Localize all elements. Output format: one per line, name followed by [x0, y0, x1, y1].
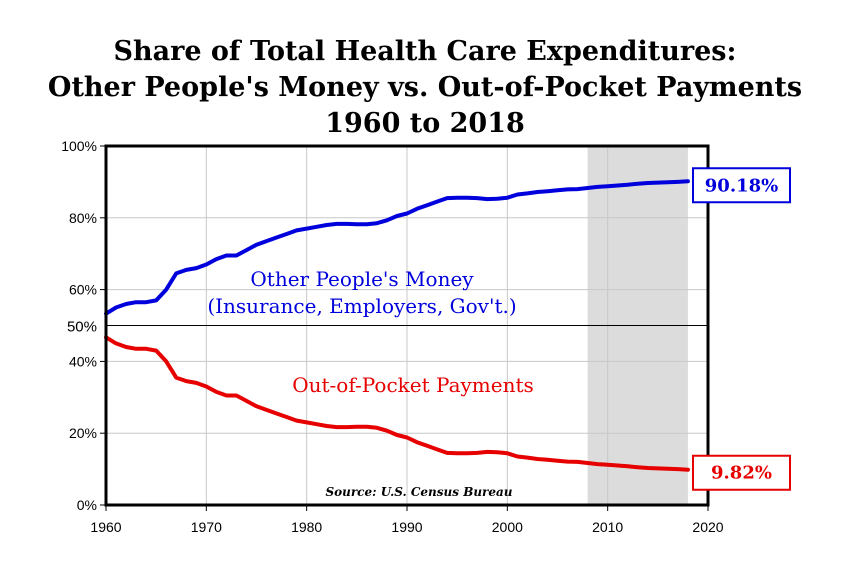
x-tick-label-1980: 1980 — [291, 519, 322, 535]
chart-title: Share of Total Health Care Expenditures:… — [0, 34, 850, 142]
opm-annotation-line-1: Other People's Money — [250, 267, 474, 291]
x-tick-label-2000: 2000 — [492, 519, 523, 535]
x-tick-label-2020: 2020 — [692, 519, 723, 535]
x-tick-label-1970: 1970 — [191, 519, 222, 535]
x-tick-label-2010: 2010 — [592, 519, 623, 535]
y-tick-label-0: 0% — [77, 497, 97, 513]
chart-title-line-1: Share of Total Health Care Expenditures: — [113, 36, 737, 67]
end-labels-layer: 90.18% 9.82% — [692, 167, 791, 491]
y-tick-label-20: 20% — [69, 425, 97, 441]
series-layer — [104, 179, 690, 472]
oop-annotation: Out-of-Pocket Payments — [292, 373, 534, 397]
y-tick-label-40: 40% — [69, 353, 97, 369]
source-note: Source: U.S. Census Bureau — [325, 485, 512, 499]
y-tick-label-100: 100% — [61, 138, 97, 154]
x-tick-label-1990: 1990 — [391, 519, 422, 535]
chart-title-line-2: Other People's Money vs. Out-of-Pocket P… — [47, 72, 803, 103]
x-tick-label-1960: 1960 — [90, 519, 121, 535]
reference-line-label: 50% — [67, 319, 97, 336]
y-tick-label-60: 60% — [69, 282, 97, 298]
end-label-value: 9.82% — [711, 463, 772, 484]
end-label-box — [692, 167, 791, 204]
end-label-value: 90.18% — [705, 175, 778, 196]
end-label-out-of-pocket: 9.82% — [692, 454, 791, 491]
end-label-other-peoples-money: 90.18% — [692, 167, 791, 204]
y-tick-label-80: 80% — [69, 210, 97, 226]
opm-annotation-line-2: (Insurance, Employers, Gov't.) — [207, 294, 516, 318]
series-line-out-of-pocket — [104, 335, 690, 472]
end-label-box — [692, 454, 791, 491]
chart-title-line-3: 1960 to 2018 — [325, 108, 525, 139]
axis-labels: 1960 1970 1980 1990 2000 2010 2020 0% 20% 40% 60% 8… — [61, 138, 724, 535]
series-line-other-peoples-money — [104, 179, 690, 316]
